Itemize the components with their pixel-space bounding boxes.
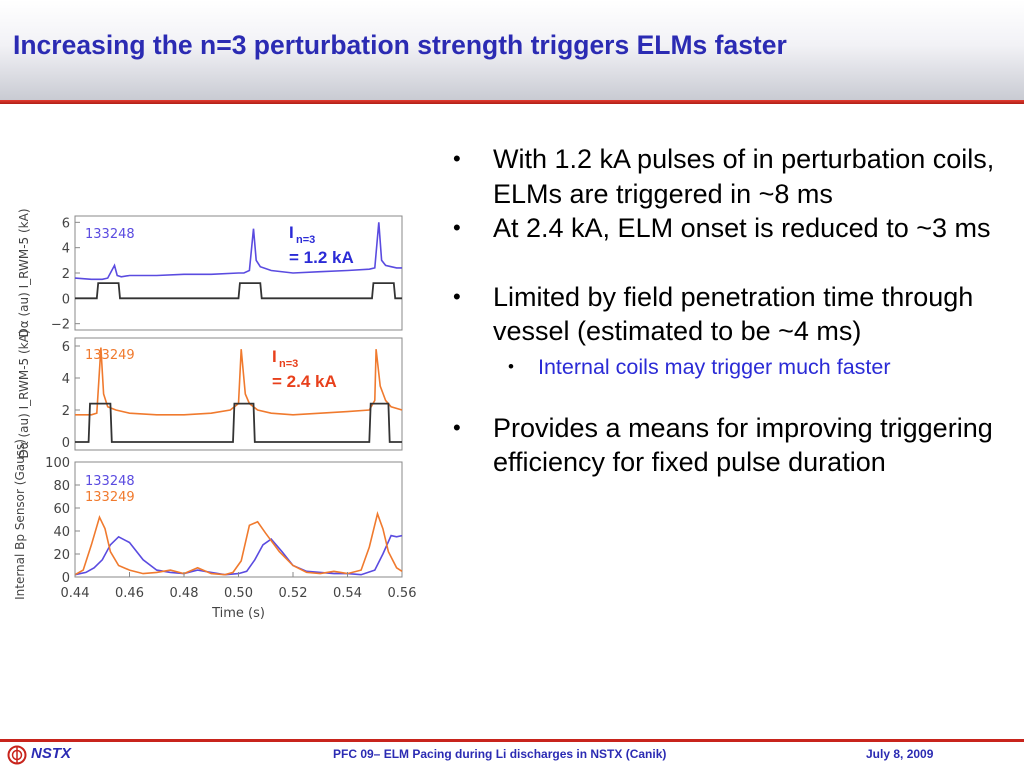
- y-tick-label: −2: [51, 318, 70, 333]
- bullet-item: • With 1.2 kA pulses of in perturbation …: [446, 142, 1006, 211]
- x-tick-label: 0.46: [115, 586, 144, 601]
- bullet-spacer: [446, 381, 1006, 411]
- series-line: [74, 222, 402, 281]
- x-tick-label: 0.52: [279, 586, 308, 601]
- y-axis-label: Dα (au) I_RWM-5 (kA): [17, 329, 31, 458]
- bullet-dot: •: [453, 146, 461, 171]
- y-tick-label: 6: [62, 340, 70, 355]
- current-annotation-1-2ka-subscript: n=3: [296, 234, 315, 246]
- bullet-item: • Limited by field penetration time thro…: [446, 280, 1006, 349]
- x-tick-label: 0.56: [388, 586, 417, 601]
- y-tick-label: 60: [53, 502, 70, 517]
- footer-divider: [0, 739, 1024, 742]
- title-divider: [0, 100, 1024, 104]
- sub-bullet-item: • Internal coils may trigger much faster: [446, 353, 1006, 381]
- y-tick-label: 6: [62, 216, 70, 231]
- y-tick-label: 0: [62, 292, 70, 307]
- x-tick-label: 0.48: [170, 586, 199, 601]
- y-tick-label: 4: [62, 242, 70, 257]
- legend-133248: 133248: [85, 474, 135, 489]
- y-tick-label: 100: [45, 456, 70, 471]
- current-annotation-2-4ka-subscript: n=3: [279, 358, 298, 370]
- series-line: [75, 347, 403, 416]
- series-line: [74, 534, 403, 576]
- nstx-logo-icon: [7, 745, 27, 765]
- y-tick-label: 4: [62, 372, 70, 387]
- series-line: [75, 282, 402, 300]
- footer-title: PFC 09– ELM Pacing during Li discharges …: [333, 747, 667, 761]
- title-bar: [0, 0, 1024, 100]
- y-axis-label: Internal Bp Sensor (Gauss): [13, 439, 27, 600]
- footer-logo-text: NSTX: [31, 745, 72, 762]
- slide-title: Increasing the n=3 perturbation strength…: [13, 30, 787, 60]
- y-tick-label: 80: [53, 479, 70, 494]
- x-tick-label: 0.50: [224, 586, 253, 601]
- y-tick-label: 20: [53, 548, 70, 563]
- shot-label-133249: 133249: [85, 348, 135, 363]
- bullet-dot: •: [453, 283, 461, 309]
- bullet-dot: •: [453, 414, 461, 440]
- y-tick-label: 2: [62, 404, 70, 419]
- footer-date: July 8, 2009: [866, 747, 934, 761]
- shot-label-133248: 133248: [85, 227, 135, 242]
- x-axis-label: Time (s): [211, 606, 265, 620]
- series-line: [74, 511, 403, 576]
- bullet-item: • Provides a means for improving trigger…: [446, 411, 1006, 480]
- bullet-text: Limited by field penetration time throug…: [493, 281, 974, 347]
- current-annotation-2-4ka-symbol: I: [272, 347, 277, 366]
- bullet-text: At 2.4 kA, ELM onset is reduced to ~3 ms: [493, 213, 991, 243]
- bullet-text: With 1.2 kA pulses of in perturbation co…: [493, 144, 995, 209]
- current-annotation-1-2ka-symbol: I: [289, 223, 294, 242]
- current-annotation-1-2ka-value: = 1.2 kA: [289, 248, 354, 267]
- footer-bar: [0, 742, 1024, 768]
- current-annotation-2-4ka-value: = 2.4 kA: [272, 372, 337, 391]
- y-tick-label: 0: [62, 571, 70, 586]
- x-tick-label: 0.44: [61, 586, 90, 601]
- bullet-dot: •: [453, 215, 461, 240]
- y-axis-label: Dα (au) I_RWM-5 (kA): [17, 208, 31, 337]
- series-line: [75, 402, 402, 443]
- bullet-item: • At 2.4 kA, ELM onset is reduced to ~3 …: [446, 211, 1006, 246]
- y-tick-label: 2: [62, 267, 70, 282]
- y-tick-label: 0: [62, 436, 70, 451]
- bullet-text: Provides a means for improving triggerin…: [493, 412, 993, 478]
- y-tick-label: 40: [53, 525, 70, 540]
- legend-133249: 133249: [85, 490, 135, 505]
- sub-bullet-text: Internal coils may trigger much faster: [538, 354, 891, 379]
- bullet-list: • With 1.2 kA pulses of in perturbation …: [446, 142, 1006, 480]
- x-tick-label: 0.54: [333, 586, 362, 601]
- bullet-spacer: [446, 246, 1006, 280]
- bullet-dot: •: [508, 356, 514, 376]
